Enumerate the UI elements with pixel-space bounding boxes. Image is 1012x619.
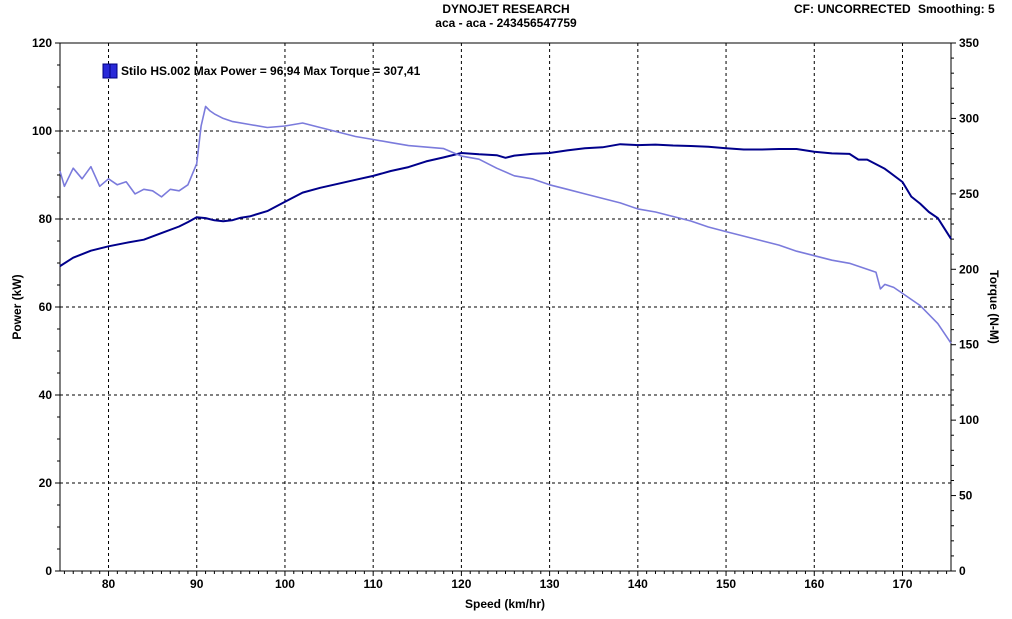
y2-tick-label: 200 bbox=[959, 262, 979, 276]
torque-series-line bbox=[59, 105, 952, 344]
y2-tick-label: 250 bbox=[959, 187, 979, 201]
smoothing-label: Smoothing: 5 bbox=[918, 2, 995, 16]
legend: Stilo HS.002 Max Power = 96,94 Max Torqu… bbox=[102, 63, 421, 79]
x-tick-label: 170 bbox=[892, 577, 912, 591]
y2-tick-label: 0 bbox=[959, 564, 966, 578]
y-tick-label: 80 bbox=[39, 212, 53, 226]
legend-text: Stilo HS.002 Max Power = 96,94 Max Torqu… bbox=[121, 64, 421, 78]
chart-title: DYNOJET RESEARCH bbox=[442, 2, 570, 16]
x-tick-label: 140 bbox=[628, 577, 648, 591]
x-tick-label: 90 bbox=[190, 577, 204, 591]
series-lines bbox=[59, 105, 952, 344]
x-tick-label: 80 bbox=[102, 577, 116, 591]
left-axis-ticks: 0 20 40 60 80 100 120 bbox=[32, 36, 60, 578]
x-axis-label: Speed (km/hr) bbox=[465, 597, 545, 611]
y2-tick-label: 150 bbox=[959, 338, 979, 352]
correction-factor-label: CF: UNCORRECTED bbox=[794, 2, 911, 16]
left-axis-label: Power (kW) bbox=[10, 274, 24, 339]
y-tick-label: 0 bbox=[45, 564, 52, 578]
grid-lines bbox=[60, 43, 951, 571]
x-tick-label: 120 bbox=[451, 577, 471, 591]
right-axis-ticks: 0 50 100 150 200 250 300 350 bbox=[951, 36, 979, 578]
x-tick-label: 110 bbox=[363, 577, 383, 591]
y2-tick-label: 350 bbox=[959, 36, 979, 50]
x-tick-label: 130 bbox=[540, 577, 560, 591]
right-axis-label: Torque (N-M) bbox=[987, 270, 1001, 344]
x-tick-label: 150 bbox=[716, 577, 736, 591]
y-tick-label: 120 bbox=[32, 36, 52, 50]
x-axis-ticks: 80 90 100 110 120 130 140 150 160 170 bbox=[63, 571, 948, 591]
x-tick-label: 100 bbox=[275, 577, 295, 591]
y2-tick-label: 300 bbox=[959, 111, 979, 125]
y-tick-label: 40 bbox=[39, 388, 53, 402]
y2-tick-label: 100 bbox=[959, 413, 979, 427]
y2-tick-label: 50 bbox=[959, 489, 973, 503]
x-tick-label: 160 bbox=[804, 577, 824, 591]
y-tick-label: 100 bbox=[32, 124, 52, 138]
power-series-line bbox=[59, 143, 952, 267]
y-tick-label: 20 bbox=[39, 476, 53, 490]
chart-subtitle: aca - aca - 243456547759 bbox=[435, 16, 577, 30]
y-tick-label: 60 bbox=[39, 300, 53, 314]
